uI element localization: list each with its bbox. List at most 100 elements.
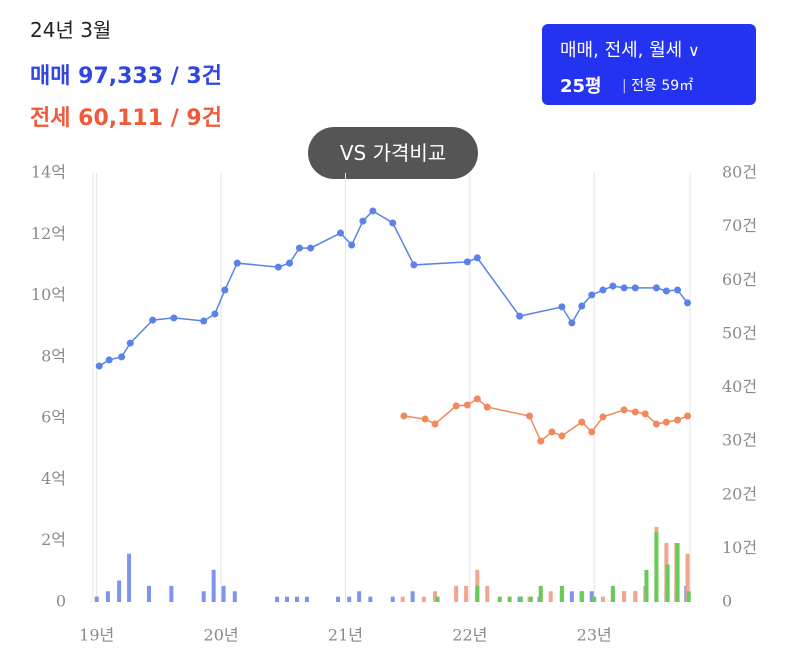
price-point <box>558 303 566 311</box>
x-tick-label: 22년 <box>452 626 487 645</box>
volume-bar <box>664 543 669 602</box>
y-tick-label: 6억 <box>41 408 66 427</box>
price-point <box>631 408 639 416</box>
size: 25평 <box>560 76 602 97</box>
price-point <box>568 319 576 327</box>
volume-bar <box>517 596 522 602</box>
price-point <box>170 314 178 322</box>
volume-bar <box>464 585 469 602</box>
price-point <box>452 402 460 410</box>
date: 24년 3월 <box>30 18 112 42</box>
price-point <box>149 316 157 324</box>
price-point <box>463 401 471 409</box>
volume-bar <box>633 591 638 602</box>
volume-bar <box>538 585 543 602</box>
price-point <box>599 286 607 294</box>
volume-bar <box>674 585 679 602</box>
price-point <box>105 356 113 364</box>
price-point <box>578 418 586 426</box>
volume-bar <box>368 596 373 602</box>
volume-bar <box>232 591 237 602</box>
y2-tick-label: 20건 <box>722 484 757 503</box>
price-point <box>389 219 397 227</box>
price-point <box>337 229 345 237</box>
volume-bar <box>610 591 615 602</box>
volume-bar <box>644 569 649 602</box>
volume-bar <box>94 596 99 602</box>
volume-bar <box>400 596 405 602</box>
price-point <box>652 420 660 428</box>
price-point <box>588 291 596 299</box>
volume-bar <box>475 569 480 602</box>
volume-bar <box>633 591 638 602</box>
volume-bar <box>589 591 594 602</box>
volume-bar <box>675 543 680 602</box>
volume-bar <box>622 591 627 602</box>
y-tick-label: 2억 <box>41 530 66 549</box>
volume-bar <box>579 591 584 602</box>
price-point <box>652 284 660 292</box>
volume-bar <box>654 532 659 602</box>
volume-bar <box>684 585 689 602</box>
volume-bar <box>285 596 290 602</box>
volume-bar <box>527 596 532 602</box>
volume-bar <box>294 596 299 602</box>
area-text: 전용 59㎡ <box>631 78 694 94</box>
volume-bar <box>685 553 690 602</box>
price-point <box>221 286 229 294</box>
price-point <box>662 287 670 295</box>
price-point <box>95 362 103 370</box>
price-point <box>274 263 282 271</box>
y2-tick-label: 50건 <box>722 323 757 342</box>
price-point <box>641 410 649 418</box>
volume-bar <box>475 585 480 602</box>
volume-bar <box>507 596 512 602</box>
volume-bar <box>390 596 395 602</box>
volume-bar <box>211 569 216 602</box>
volume-bar <box>336 596 341 602</box>
y-tick-label: 12억 <box>31 224 66 243</box>
price-point <box>662 418 670 426</box>
volume-bar <box>579 591 584 602</box>
price-line <box>403 397 688 443</box>
price-point <box>410 261 418 269</box>
price-point <box>631 284 639 292</box>
price-point <box>400 412 408 420</box>
volume-bar <box>433 591 438 602</box>
volume-bar <box>528 596 533 602</box>
volume-bar <box>421 596 426 602</box>
y2-tick-label: 70건 <box>722 216 757 235</box>
volume-bar <box>600 596 605 602</box>
volume-bar <box>610 585 615 602</box>
volume-bar <box>548 591 553 602</box>
price-point <box>211 310 219 318</box>
y2-tick-label: 80건 <box>722 163 757 182</box>
price-point <box>674 286 682 294</box>
y2-tick-label: 30건 <box>722 431 757 450</box>
filter-label: 매매, 전세, 월세 ∨ <box>560 36 700 62</box>
volume-bar <box>127 553 132 602</box>
price-point <box>431 420 439 428</box>
volume-bar <box>654 526 659 602</box>
price-point <box>126 339 134 347</box>
compare-button[interactable]: VS 가격비교 <box>308 127 478 179</box>
y-tick-label: 8억 <box>41 346 66 365</box>
volume-bar <box>579 591 584 602</box>
x-tick-label: 20년 <box>204 626 239 645</box>
price-point <box>483 403 491 411</box>
price-point <box>233 259 241 267</box>
price-point <box>359 217 367 225</box>
filter-button[interactable]: 매매, 전세, 월세 ∨ 25평 | 전용 59㎡ <box>542 24 756 105</box>
volume-bar <box>485 585 490 602</box>
y2-tick-label: 60건 <box>722 270 757 289</box>
price-line <box>98 210 689 367</box>
y2-tick-label: 40건 <box>722 377 757 396</box>
x-tick-label: 21년 <box>328 626 363 645</box>
volume-bar <box>105 591 110 602</box>
price-point <box>200 317 208 325</box>
price-point <box>599 413 607 421</box>
price-point <box>620 284 628 292</box>
y-tick-label: 14억 <box>31 163 66 182</box>
volume-bar <box>347 596 352 602</box>
